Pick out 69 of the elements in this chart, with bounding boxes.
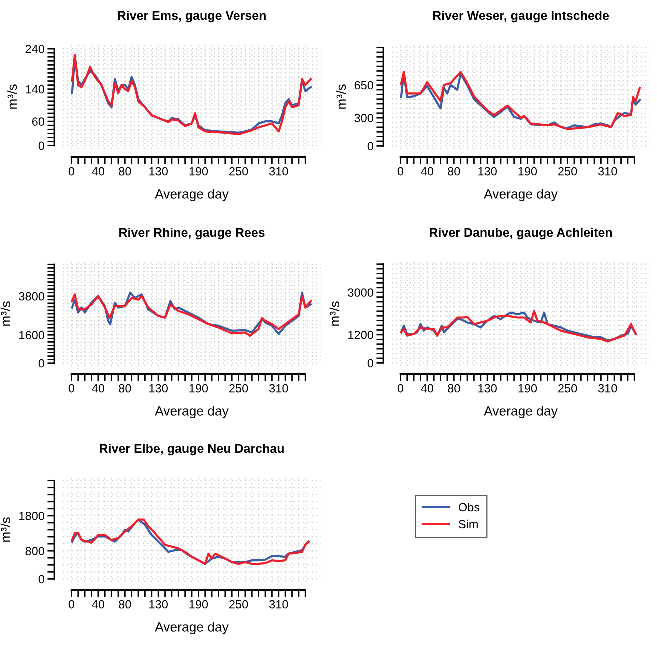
x-tick-label: 80 (119, 384, 132, 393)
y-axis-title: m³/s (7, 84, 18, 109)
x-axis-title: Average day (484, 406, 558, 418)
x-tick-label: 250 (230, 384, 248, 393)
x-tick-label: 40 (421, 167, 434, 176)
x-tick-label: 80 (119, 167, 132, 176)
x-tick-label: 310 (269, 384, 288, 393)
x-tick-label: 190 (190, 384, 208, 393)
x-tick-label: 0 (68, 167, 75, 176)
y-tick-label: 1200 (348, 330, 374, 340)
y-tick-label: 0 (38, 142, 44, 150)
y-tick-label: 0 (38, 575, 44, 584)
legend-label: Sim (458, 520, 478, 529)
x-tick-label: 190 (518, 384, 538, 393)
y-tick-label: 0 (368, 359, 374, 368)
x-tick-label: 130 (150, 167, 168, 176)
x-tick-label: 40 (92, 167, 105, 176)
chart-title: River Rhine, gauge Rees (120, 228, 265, 240)
x-tick-label: 190 (518, 167, 538, 176)
x-tick-label: 40 (92, 600, 105, 609)
x-tick-label: 0 (398, 384, 404, 393)
y-tick-label: 650 (354, 81, 374, 90)
x-axis-title: Average day (155, 189, 229, 202)
y-axis-title: m³/s (0, 302, 11, 326)
x-tick-label: 190 (190, 600, 208, 609)
x-tick-label: 0 (68, 600, 75, 609)
x-tick-label: 130 (478, 384, 497, 393)
x-tick-label: 250 (230, 167, 248, 176)
y-tick-label: 1600 (20, 331, 44, 340)
x-axis-title: Average day (155, 622, 229, 634)
y-tick-label: 60 (32, 118, 44, 126)
x-tick-label: 190 (190, 167, 208, 176)
y-tick-label: 3800 (19, 292, 44, 301)
x-tick-label: 130 (150, 384, 168, 393)
x-tick-label: 80 (448, 384, 460, 393)
y-tick-label: 800 (26, 547, 44, 556)
line-series (71, 518, 310, 566)
x-tick-label: 310 (598, 167, 618, 176)
x-tick-label: 130 (150, 600, 168, 609)
x-tick-label: 250 (558, 167, 578, 176)
x-tick-label: 310 (269, 600, 288, 609)
x-tick-label: 250 (230, 600, 248, 609)
x-axis-title: Average day (484, 189, 558, 202)
y-axis-title: m³/s (0, 518, 11, 542)
y-tick-label: 240 (26, 45, 44, 54)
x-tick-label: 130 (478, 167, 497, 176)
chart-title: River Danube, gauge Achleiten (430, 228, 612, 240)
y-axis-title: m³/s (336, 84, 346, 109)
x-tick-label: 0 (68, 384, 75, 393)
chart-title: River Weser, gauge Intschede (433, 10, 610, 23)
x-tick-label: 80 (119, 600, 132, 609)
x-tick-label: 40 (92, 384, 105, 393)
chart-title: River Ems, gauge Versen (118, 10, 266, 23)
y-tick-label: 3000 (348, 288, 374, 297)
legend-label: Obs (458, 502, 480, 512)
y-tick-label: 1800 (20, 512, 44, 520)
y-axis-title: m³/s (330, 302, 340, 326)
x-tick-label: 40 (421, 384, 434, 393)
x-tick-label: 250 (558, 384, 578, 393)
y-tick-label: 0 (368, 142, 374, 151)
x-tick-label: 0 (398, 167, 404, 176)
y-tick-label: 300 (354, 114, 374, 122)
x-tick-label: 80 (448, 167, 460, 176)
chart-title: River Elbe, gauge Neu Darchau (100, 444, 284, 456)
x-tick-label: 310 (269, 167, 288, 176)
y-tick-label: 0 (38, 359, 44, 368)
x-axis-title: Average day (155, 406, 229, 418)
x-tick-label: 310 (598, 384, 618, 393)
y-tick-label: 140 (26, 85, 44, 94)
